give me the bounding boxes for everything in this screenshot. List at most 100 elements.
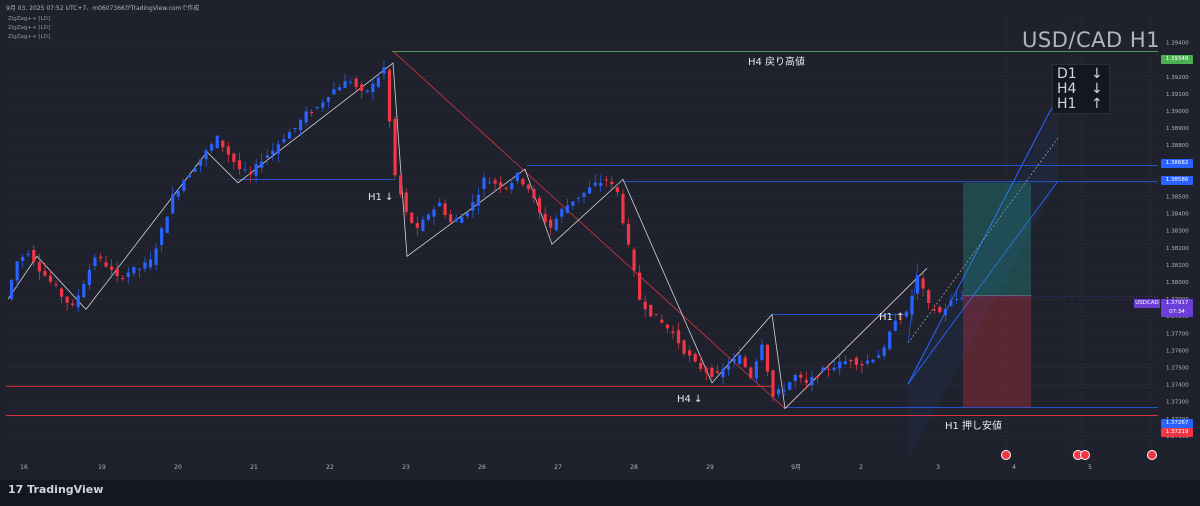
candle <box>515 172 519 181</box>
candle <box>243 169 247 171</box>
candle <box>315 107 319 109</box>
candle <box>649 304 653 317</box>
candle <box>821 367 825 372</box>
candle <box>526 184 531 190</box>
arrow-down-icon: ↓ <box>1091 66 1103 82</box>
brand-name: TradingView <box>27 483 104 496</box>
candle <box>615 187 619 193</box>
indicator-label[interactable]: ZigZag++ [LD] <box>8 16 50 22</box>
candle <box>854 357 858 365</box>
x-tick-label: 26 <box>478 464 486 471</box>
candle <box>121 278 125 280</box>
candle <box>610 181 614 185</box>
candle <box>632 249 636 271</box>
candle <box>871 359 875 363</box>
h1-down-label: H1 ↓ <box>368 192 394 203</box>
trend-box: D1 ↓ H4 ↓ H1 ↑ <box>1052 64 1110 114</box>
candle <box>938 306 942 313</box>
candle <box>460 217 464 223</box>
candle <box>660 319 664 323</box>
candle <box>98 256 103 259</box>
candle <box>599 182 603 186</box>
candle <box>360 84 364 91</box>
y-tick-label: 1.37600 <box>1166 348 1189 354</box>
candle <box>449 214 453 222</box>
price-tag-blue: 1.37267 <box>1161 419 1193 428</box>
countdown-tag: 07:34 <box>1161 308 1193 317</box>
candle <box>187 175 192 178</box>
y-tick-label: 1.39100 <box>1166 92 1189 98</box>
candle <box>571 201 575 206</box>
candle <box>37 261 41 272</box>
channel-lower <box>907 180 1059 385</box>
y-tick-label: 1.37500 <box>1166 365 1189 371</box>
y-tick-label: 1.38100 <box>1166 263 1189 269</box>
candle <box>510 182 514 190</box>
candle <box>321 102 325 108</box>
candle <box>432 209 436 217</box>
candle <box>165 216 169 233</box>
arrow-up-icon: ↑ <box>1091 96 1103 112</box>
candle <box>782 390 786 392</box>
x-tick-label: 20 <box>174 464 182 471</box>
y-tick-label: 1.38200 <box>1166 246 1189 252</box>
x-tick-label: 4 <box>1012 464 1016 471</box>
price-chart[interactable]: 1.39400 1.39200 1.39100 1.39000 1.38900 1.388… <box>0 0 1200 480</box>
candle <box>688 350 692 356</box>
candle <box>26 254 30 256</box>
candle <box>271 150 275 155</box>
candle <box>860 364 864 366</box>
candle <box>949 300 953 306</box>
candle <box>198 159 203 166</box>
candle <box>332 89 336 95</box>
candle <box>832 367 836 371</box>
candle <box>193 168 197 172</box>
chart-info-header: 9月 03, 2025 07:52 UTC+7、m0607366がTrading… <box>6 5 200 12</box>
candle <box>565 205 569 213</box>
candle <box>154 248 158 265</box>
x-tick-label: 22 <box>326 464 334 471</box>
candle <box>654 314 658 316</box>
candle <box>65 296 69 303</box>
candle <box>804 379 808 383</box>
h1-up-label: H1 ↑ <box>879 312 905 323</box>
candle <box>343 81 347 88</box>
candle <box>893 320 897 331</box>
y-tick-label: 1.38000 <box>1166 280 1189 286</box>
candle <box>776 389 781 395</box>
candle <box>48 275 53 282</box>
event-flag-icon[interactable] <box>1080 450 1090 460</box>
y-tick-label: 1.37700 <box>1166 331 1189 337</box>
candle <box>59 288 64 297</box>
x-tick-label: 16 <box>20 464 28 471</box>
candle <box>915 275 920 294</box>
candle <box>732 358 736 362</box>
candle <box>204 150 208 160</box>
candle <box>282 138 286 143</box>
candle <box>237 160 242 170</box>
indicator-label[interactable]: ZigZag++ [LD] <box>8 25 50 31</box>
y-tick-label: 1.38500 <box>1166 194 1189 200</box>
tradingview-logo[interactable]: 17 TradingView <box>8 483 103 496</box>
candle <box>693 354 697 362</box>
y-tick-label: 1.37800 <box>1166 314 1189 320</box>
event-flag-icon[interactable] <box>1001 450 1011 460</box>
candle <box>532 189 536 199</box>
candle <box>921 278 925 289</box>
h1-support-label: H1 押し安値 <box>945 421 1003 432</box>
candle <box>410 212 414 223</box>
chart-area[interactable]: 1.39400 1.39200 1.39100 1.39000 1.38900 1.388… <box>0 0 1200 480</box>
price-tag-green: 1.39348 <box>1161 55 1193 64</box>
candle <box>171 194 175 214</box>
x-tick-label: 3 <box>936 464 940 471</box>
indicator-label[interactable]: ZigZag++ [LD] <box>8 34 50 40</box>
event-flag-icon[interactable] <box>1147 450 1157 460</box>
candle <box>576 197 581 199</box>
candle <box>588 187 592 194</box>
price-tag-blue: 1.38682 <box>1161 159 1193 168</box>
candle <box>582 192 586 197</box>
candle <box>182 180 186 191</box>
h4-down-label: H4 ↓ <box>677 394 703 405</box>
candle <box>298 120 303 131</box>
candle <box>265 155 269 158</box>
